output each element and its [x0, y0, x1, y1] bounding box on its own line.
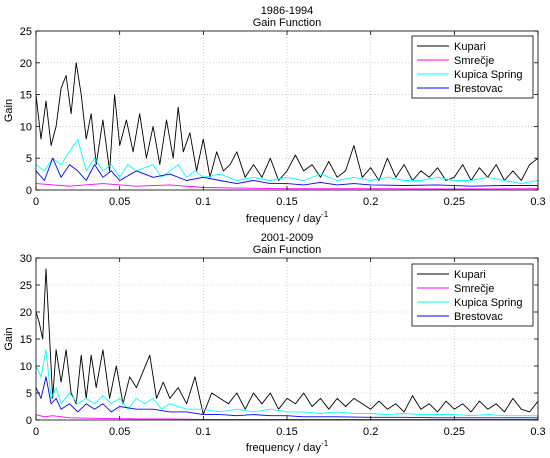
x-axis-label: frequency / day-1 [246, 210, 329, 225]
x-axis-label-superscript: -1 [321, 439, 329, 448]
legend-label: Kupari [454, 41, 486, 53]
y-tick-label: 0 [26, 415, 32, 427]
series-line-kupari [36, 62, 538, 181]
x-tick-label: 0.1 [196, 196, 211, 208]
y-tick-label: 30 [20, 253, 32, 265]
series-line-smre-je [36, 414, 538, 420]
chart-title: 1986-1994 [261, 5, 314, 17]
y-tick-label: 0 [26, 185, 32, 197]
legend-label: Smrečje [454, 283, 494, 295]
y-tick-label: 15 [20, 90, 32, 102]
legend-label: Smrečje [454, 55, 494, 67]
y-tick-label: 10 [20, 121, 32, 133]
x-tick-label: 0.3 [530, 426, 545, 438]
y-tick-label: 10 [20, 361, 32, 373]
x-tick-label: 0 [33, 196, 39, 208]
legend-label: Brestovac [454, 83, 503, 95]
y-tick-label: 25 [20, 26, 32, 38]
legend: Kupari Smrečje Kupica Spring Brestovac [411, 35, 534, 99]
x-axis-label-superscript: -1 [321, 210, 329, 219]
y-tick-label: 5 [26, 388, 32, 400]
x-axis-label: frequency / day-1 [246, 439, 329, 454]
x-tick-label: 0.15 [276, 196, 297, 208]
chart-subtitle: Gain Function [253, 17, 321, 29]
y-tick-label: 5 [26, 153, 32, 165]
y-tick-label: 25 [20, 280, 32, 292]
x-tick-label: 0.2 [363, 196, 378, 208]
chart-2: 0 0.05 0.1 0.15 0.2 0.25 0.3 0 5 10 15 20 25 30 2001-2… [3, 232, 546, 454]
y-tick-label: 20 [20, 58, 32, 70]
legend: Kupari Smrečje Kupica Spring Brestovac [411, 263, 534, 327]
x-tick-label: 0.05 [109, 426, 130, 438]
x-tick-label: 0 [33, 426, 39, 438]
series-line-kupica-spring [36, 349, 538, 417]
chart-subtitle: Gain Function [253, 244, 321, 256]
y-axis-label: Gain [3, 99, 15, 122]
series-line-kupari [36, 268, 538, 416]
x-tick-label: 0.3 [530, 196, 545, 208]
series-line-brestovac [36, 157, 538, 187]
x-tick-label: 0.05 [109, 196, 130, 208]
legend-label: Kupica Spring [454, 297, 523, 309]
y-tick-label: 20 [20, 307, 32, 319]
x-tick-label: 0.15 [276, 426, 297, 438]
chart-title: 2001-2009 [261, 232, 314, 244]
legend-label: Kupari [454, 269, 486, 281]
x-tick-label: 0.2 [363, 426, 378, 438]
chart-1: 0 0.05 0.1 0.15 0.2 0.25 0.3 0 5 10 15 20 25 1986-199… [3, 5, 546, 225]
legend-label: Kupica Spring [454, 69, 523, 81]
y-tick-label: 15 [20, 334, 32, 346]
x-tick-label: 0.1 [196, 426, 211, 438]
legend-label: Brestovac [454, 311, 503, 323]
x-tick-label: 0.25 [444, 426, 465, 438]
x-tick-label: 0.25 [444, 196, 465, 208]
y-axis-label: Gain [3, 327, 15, 350]
